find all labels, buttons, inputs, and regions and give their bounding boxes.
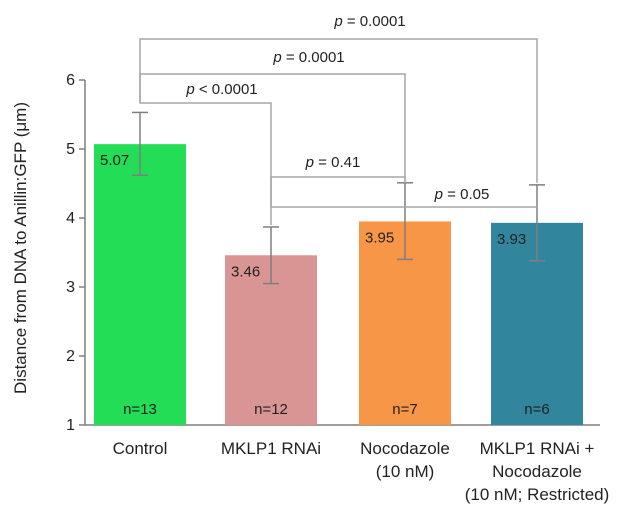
p-value-label: p = 0.41 <box>305 154 361 171</box>
bracket-mklp1-vs-combined: p = 0.05 <box>271 186 537 208</box>
category-label: Control <box>113 439 168 458</box>
bracket-line <box>139 102 272 225</box>
p-value-label: p = 0.05 <box>434 186 490 203</box>
significance-brackets: p = 0.0001 p = 0.0001 p < 0.0001 p = 0.41 p … <box>139 13 538 225</box>
bracket-line <box>139 38 538 183</box>
category-label: (10 nM; Restricted) <box>465 485 610 504</box>
category-label: MKLP1 RNAi + <box>480 439 595 458</box>
p-value-label: p = 0.0001 <box>333 13 405 30</box>
y-tick-label: 1 <box>66 417 75 434</box>
y-axis-label: Distance from DNA to Anillin:GFP (μm) <box>11 102 30 394</box>
bracket-line <box>270 176 406 207</box>
bracket-mklp1-vs-nocodazole: p = 0.41 <box>270 154 406 207</box>
category-label: Nocodazole <box>360 439 450 458</box>
category-label: Nocodazole <box>492 462 582 481</box>
bar <box>94 144 186 426</box>
y-tick-label: 5 <box>66 141 75 158</box>
bracket-control-vs-nocodazole: p = 0.0001 <box>139 49 406 181</box>
category-label: (10 nM) <box>376 462 435 481</box>
category-label: MKLP1 RNAi <box>221 439 321 458</box>
n-label: n=6 <box>524 401 549 418</box>
y-tick-label: 4 <box>66 210 75 227</box>
bars: 5.07 n=13 Control 3.46 n=12 MKLP1 RNAi 3.95 n=7… <box>94 111 610 504</box>
p-value-label: p < 0.0001 <box>185 81 257 98</box>
data-label: 3.95 <box>365 229 394 246</box>
y-tick-label: 3 <box>66 279 75 296</box>
y-tick-label: 6 <box>66 72 75 89</box>
data-label: 5.07 <box>100 152 129 169</box>
bracket-control-vs-mklp1: p < 0.0001 <box>139 81 272 225</box>
p-value-label: p = 0.0001 <box>272 49 344 66</box>
n-label: n=7 <box>392 401 417 418</box>
bracket-line <box>139 73 406 181</box>
y-tick-label: 2 <box>66 348 75 365</box>
bracket-control-vs-combined: p = 0.0001 <box>139 13 538 183</box>
n-label: n=12 <box>254 401 288 418</box>
n-label: n=13 <box>123 401 157 418</box>
data-label: 3.46 <box>231 263 260 280</box>
data-label: 3.93 <box>497 231 526 248</box>
